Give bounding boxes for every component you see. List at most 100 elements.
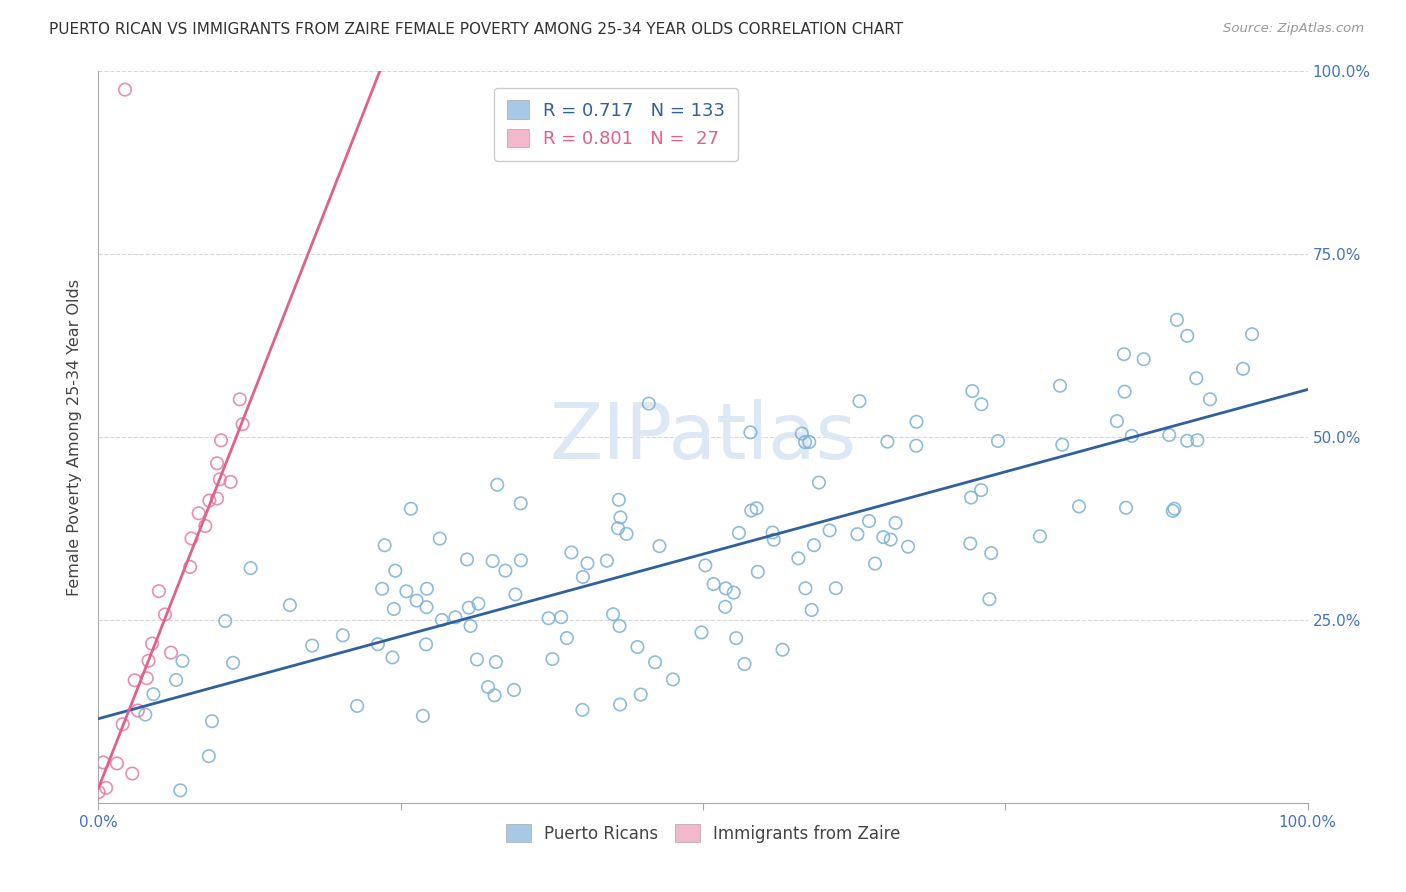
Point xyxy=(1163,501,1185,516)
Point xyxy=(607,521,630,535)
Point xyxy=(1199,392,1222,407)
Point xyxy=(1161,504,1184,518)
Point xyxy=(138,654,160,668)
Point xyxy=(222,656,245,670)
Point xyxy=(1049,378,1071,392)
Point xyxy=(740,425,762,440)
Point xyxy=(412,709,434,723)
Point xyxy=(127,704,149,718)
Point xyxy=(142,687,165,701)
Point xyxy=(818,524,841,538)
Point xyxy=(648,539,671,553)
Point xyxy=(571,703,593,717)
Point xyxy=(205,456,228,470)
Point xyxy=(1175,328,1198,343)
Point xyxy=(962,384,984,398)
Point xyxy=(876,434,898,449)
Point xyxy=(135,671,157,685)
Point xyxy=(846,527,869,541)
Point xyxy=(824,581,846,595)
Point xyxy=(740,503,762,517)
Point xyxy=(745,501,768,516)
Point xyxy=(460,619,482,633)
Point xyxy=(465,652,488,666)
Point xyxy=(444,610,467,624)
Point xyxy=(537,611,560,625)
Point xyxy=(134,707,156,722)
Point xyxy=(555,631,578,645)
Point xyxy=(1052,438,1074,452)
Point xyxy=(905,439,928,453)
Point xyxy=(114,83,136,97)
Point xyxy=(1187,433,1209,447)
Point xyxy=(381,650,404,665)
Point xyxy=(1240,327,1263,342)
Point xyxy=(194,519,217,533)
Point xyxy=(1114,384,1136,399)
Point xyxy=(384,564,406,578)
Point xyxy=(346,698,368,713)
Point xyxy=(1175,434,1198,448)
Point xyxy=(430,613,453,627)
Point xyxy=(1067,500,1090,514)
Point xyxy=(153,607,176,622)
Point xyxy=(897,540,920,554)
Point xyxy=(541,652,564,666)
Point xyxy=(761,525,783,540)
Point xyxy=(800,603,823,617)
Point xyxy=(807,475,830,490)
Point xyxy=(863,557,886,571)
Point xyxy=(229,392,252,407)
Point xyxy=(609,698,631,712)
Point xyxy=(148,584,170,599)
Point xyxy=(486,477,509,491)
Point xyxy=(794,582,817,596)
Point xyxy=(848,394,870,409)
Point xyxy=(723,585,745,599)
Point xyxy=(609,619,631,633)
Point xyxy=(179,560,201,574)
Point xyxy=(980,546,1002,560)
Point xyxy=(141,636,163,650)
Point xyxy=(1112,347,1135,361)
Point xyxy=(415,637,437,651)
Point xyxy=(198,493,221,508)
Point xyxy=(602,607,624,622)
Point xyxy=(879,533,901,547)
Point xyxy=(395,584,418,599)
Point xyxy=(332,628,354,642)
Point xyxy=(278,598,301,612)
Point xyxy=(477,680,499,694)
Point xyxy=(205,491,228,506)
Point xyxy=(485,655,508,669)
Point xyxy=(457,600,479,615)
Point xyxy=(416,582,439,596)
Point xyxy=(111,717,134,731)
Point xyxy=(772,642,794,657)
Point xyxy=(456,552,478,566)
Point xyxy=(1029,529,1052,543)
Point xyxy=(1121,429,1143,443)
Point xyxy=(87,785,110,799)
Point xyxy=(970,483,993,497)
Point xyxy=(803,538,825,552)
Point xyxy=(799,434,821,449)
Point xyxy=(371,582,394,596)
Point xyxy=(1115,500,1137,515)
Point xyxy=(1166,313,1188,327)
Point xyxy=(596,554,619,568)
Point xyxy=(367,637,389,651)
Point xyxy=(169,783,191,797)
Point xyxy=(1105,414,1128,428)
Point xyxy=(987,434,1010,448)
Point xyxy=(703,577,725,591)
Point xyxy=(405,593,427,607)
Point xyxy=(481,554,503,568)
Point xyxy=(187,506,209,520)
Point xyxy=(180,532,202,546)
Point xyxy=(550,610,572,624)
Point xyxy=(232,417,254,432)
Legend: Puerto Ricans, Immigrants from Zaire: Puerto Ricans, Immigrants from Zaire xyxy=(499,818,907,849)
Point xyxy=(734,657,756,671)
Point xyxy=(484,688,506,702)
